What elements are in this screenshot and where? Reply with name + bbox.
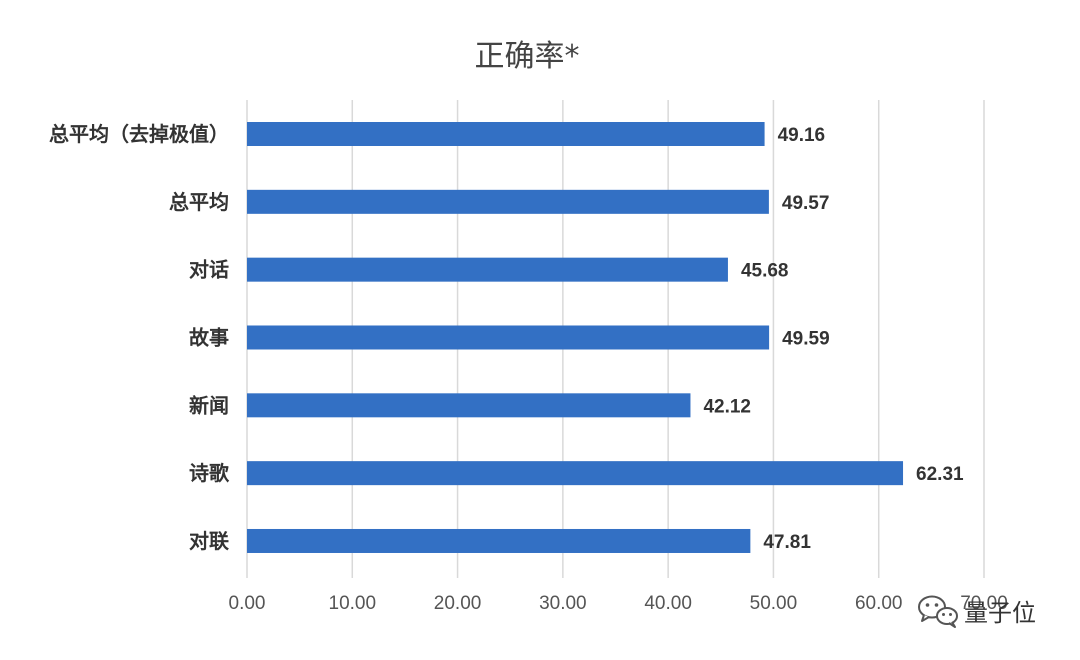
x-tick-label: 70.00 [960,593,1008,614]
watermark-text: 量子位 [964,599,1036,627]
data-label: 42.12 [703,396,751,417]
x-tick-label: 20.00 [434,593,482,614]
category-label: 新闻 [189,393,229,417]
bar [247,257,728,282]
labels: 0.00 10.00 20.00 30.00 40.00 50.00 60.00 70.00 总… [49,122,1008,614]
data-label: 49.57 [782,193,830,214]
bar [247,325,770,350]
bar [247,189,769,214]
bar [247,122,765,146]
data-label: 49.59 [782,328,830,349]
category-label: 诗歌 [189,461,230,485]
data-label: 62.31 [916,464,964,485]
x-tick-label: 40.00 [644,593,692,614]
wechat-icon [918,595,958,628]
bars [247,122,904,553]
x-tick-label: 50.00 [750,593,798,614]
category-label: 总平均 [169,190,229,214]
bar [247,393,691,418]
chart-title: 正确率* [475,39,580,74]
bar [247,528,751,553]
category-label: 对话 [189,258,229,282]
data-label: 45.68 [741,261,789,282]
x-tick-label: 60.00 [855,593,903,614]
x-tick-label: 30.00 [539,593,587,614]
category-label: 对联 [189,529,229,553]
category-label: 故事 [189,325,229,349]
x-tick-label: 10.00 [329,593,377,614]
watermark: 量子位 [918,595,1036,628]
bar [247,461,904,486]
category-label: 总平均（去掉极值） [49,122,229,146]
x-tick-label: 0.00 [229,593,266,614]
data-label: 47.81 [763,532,811,553]
data-label: 49.16 [778,125,826,146]
